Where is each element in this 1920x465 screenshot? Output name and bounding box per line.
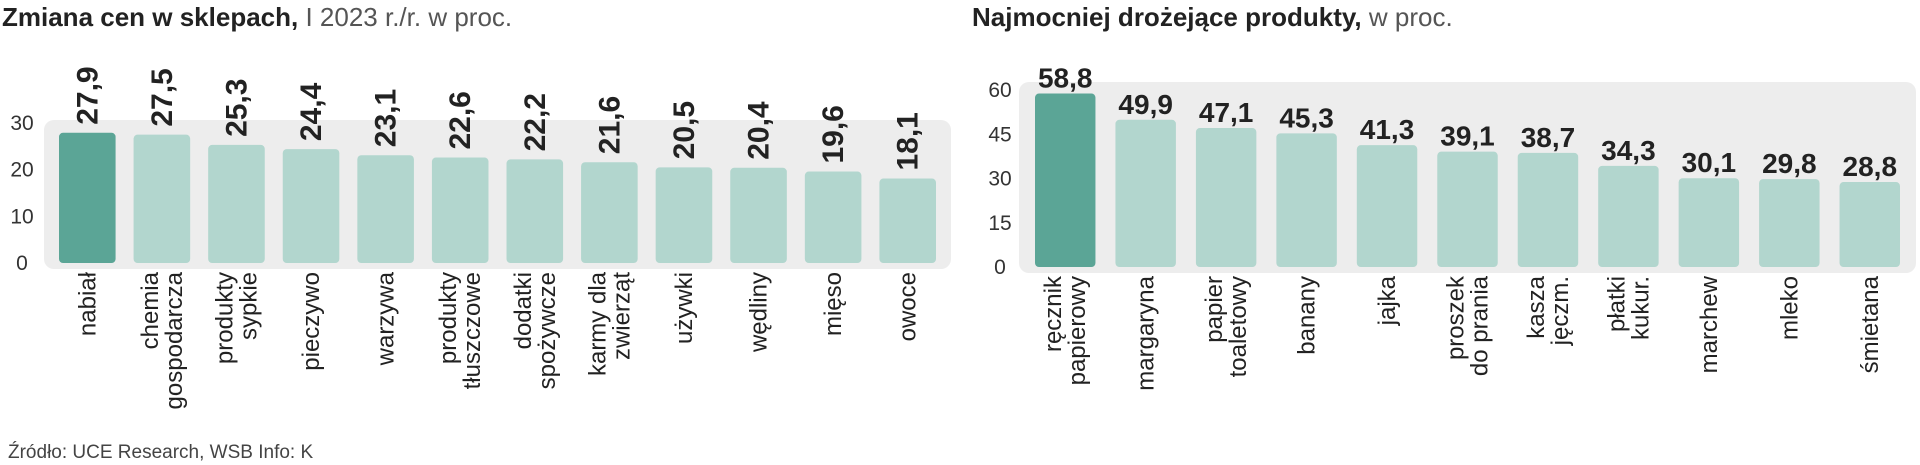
left-chart-bar <box>655 167 713 263</box>
chart-title-right-subtitle: w proc. <box>1368 2 1453 32</box>
source-note: Źródło: UCE Research, WSB Info: K <box>8 442 314 463</box>
right-chart-bar <box>1678 178 1740 267</box>
chart-title-right: Najmocniej drożejące produkty, w proc. <box>972 2 1453 33</box>
left-chart-bar <box>506 159 564 263</box>
right-chart-bar <box>1356 145 1418 267</box>
right-chart-bar <box>1598 165 1659 267</box>
right-chart-y-tick-label: 45 <box>988 123 1011 146</box>
right-chart-category-label: ręcznikpapierowy <box>1040 275 1091 385</box>
right-chart-category-label: banany <box>1294 276 1321 355</box>
right-chart-bar <box>1115 119 1176 267</box>
right-chart-category-label: śmietana <box>1857 275 1884 373</box>
right-chart-bar <box>1195 128 1257 267</box>
left-chart-category-label: dodatkispożywcze <box>510 272 561 389</box>
right-chart-category-label: mleko <box>1776 276 1803 340</box>
left-chart-value-label: 23,1 <box>370 89 403 147</box>
left-chart-y-tick-label: 20 <box>10 159 33 182</box>
right-chart-value-label: 34,3 <box>1601 135 1656 166</box>
left-chart-bar <box>581 162 638 263</box>
left-chart-category-label: owoce <box>895 272 922 341</box>
right-chart-category-label: marchew <box>1696 275 1723 373</box>
left-chart-bar <box>804 171 862 263</box>
right-chart-value-label: 39,1 <box>1440 121 1495 152</box>
left-chart-plot-band <box>44 120 951 269</box>
right-chart-category-label: papiertoaletowy <box>1201 276 1252 377</box>
right-chart-category-label: kaszajęczm. <box>1523 275 1574 346</box>
left-chart-value-label: 27,9 <box>71 66 104 124</box>
right-chart-bar <box>1839 182 1900 267</box>
chart-title-left-main: Zmiana cen w sklepach, <box>2 2 299 32</box>
left-chart-value-label: 20,5 <box>668 101 701 159</box>
bar-chart-store-prices: 0 10 20 30 27,9 nabiał 27,5 chemiagospodarcza 25… <box>10 66 951 409</box>
right-chart-y-tick-label: 15 <box>988 212 1011 235</box>
left-chart-value-label: 24,4 <box>295 82 328 141</box>
chart-title-left-subtitle: I 2023 r./r. w proc. <box>305 2 513 32</box>
left-chart-value-label: 19,6 <box>817 105 850 163</box>
right-chart-value-label: 28,8 <box>1843 151 1898 182</box>
left-chart-value-label: 21,6 <box>593 96 626 154</box>
chart-title-left: Zmiana cen w sklepach, I 2023 r./r. w pr… <box>2 2 512 33</box>
left-chart-value-label: 22,6 <box>444 91 477 149</box>
left-chart-y-tick-label: 10 <box>10 205 33 228</box>
left-chart-category-label: produktysypkie <box>211 272 262 364</box>
right-chart-bar <box>1035 93 1096 267</box>
left-chart-value-label: 18,1 <box>892 112 925 170</box>
right-chart-y-tick-label: 0 <box>994 256 1006 279</box>
right-chart-category-label: płatkikukur. <box>1603 276 1654 340</box>
left-chart-value-label: 27,5 <box>146 68 179 126</box>
left-chart-value-label: 22,2 <box>519 93 552 151</box>
right-chart-bar <box>1759 179 1820 267</box>
left-chart-bar <box>133 134 191 263</box>
right-chart-value-label: 41,3 <box>1360 114 1415 145</box>
right-chart-category-label: jajka <box>1374 275 1401 326</box>
left-chart-category-label: nabiał <box>74 271 101 336</box>
right-chart-bar <box>1276 133 1337 267</box>
left-chart-category-label: chemiagospodarcza <box>137 271 188 409</box>
left-chart-value-label: 25,3 <box>220 79 253 137</box>
right-chart-value-label: 29,8 <box>1762 148 1817 179</box>
right-chart-value-label: 38,7 <box>1521 122 1576 153</box>
left-chart-bar <box>208 144 265 263</box>
right-chart-value-label: 47,1 <box>1199 97 1254 128</box>
right-chart-value-label: 45,3 <box>1279 102 1334 133</box>
left-chart-y-tick-label: 0 <box>16 252 28 275</box>
right-chart-y-tick-label: 60 <box>988 79 1011 102</box>
left-chart-category-label: warzywa <box>373 271 400 366</box>
left-chart-bar <box>879 178 936 263</box>
right-chart-bar <box>1517 152 1579 267</box>
left-chart-category-label: używki <box>671 272 698 344</box>
left-chart-bar <box>357 155 414 263</box>
right-chart-value-label: 49,9 <box>1118 89 1173 120</box>
right-chart-bar <box>1437 151 1498 267</box>
left-chart-bar <box>431 157 489 263</box>
right-chart-value-label: 58,8 <box>1038 63 1093 94</box>
right-chart-category-label: margaryna <box>1133 275 1160 390</box>
left-chart-y-tick-label: 30 <box>10 112 33 135</box>
left-chart-bar <box>282 149 340 263</box>
left-chart-bar <box>59 132 116 263</box>
left-chart-category-label: karmy dlazwierząt <box>584 271 635 376</box>
bar-chart-top-products: 0 15 30 45 60 58,8 ręcznikpapierowy 49,9 margary… <box>988 63 1916 391</box>
chart-title-right-main: Najmocniej drożejące produkty, <box>972 2 1362 32</box>
left-chart-category-label: mięso <box>820 272 847 336</box>
left-chart-category-label: produktytłuszczowe <box>435 272 486 389</box>
left-chart-value-label: 20,4 <box>743 101 776 160</box>
left-chart-category-label: pieczywo <box>298 272 325 371</box>
left-chart-bar <box>730 167 787 263</box>
right-chart-category-label: proszekdo prania <box>1443 275 1494 376</box>
left-chart-category-label: wędliny <box>746 272 773 353</box>
right-chart-value-label: 30,1 <box>1682 147 1737 178</box>
right-chart-y-tick-label: 30 <box>988 168 1011 191</box>
